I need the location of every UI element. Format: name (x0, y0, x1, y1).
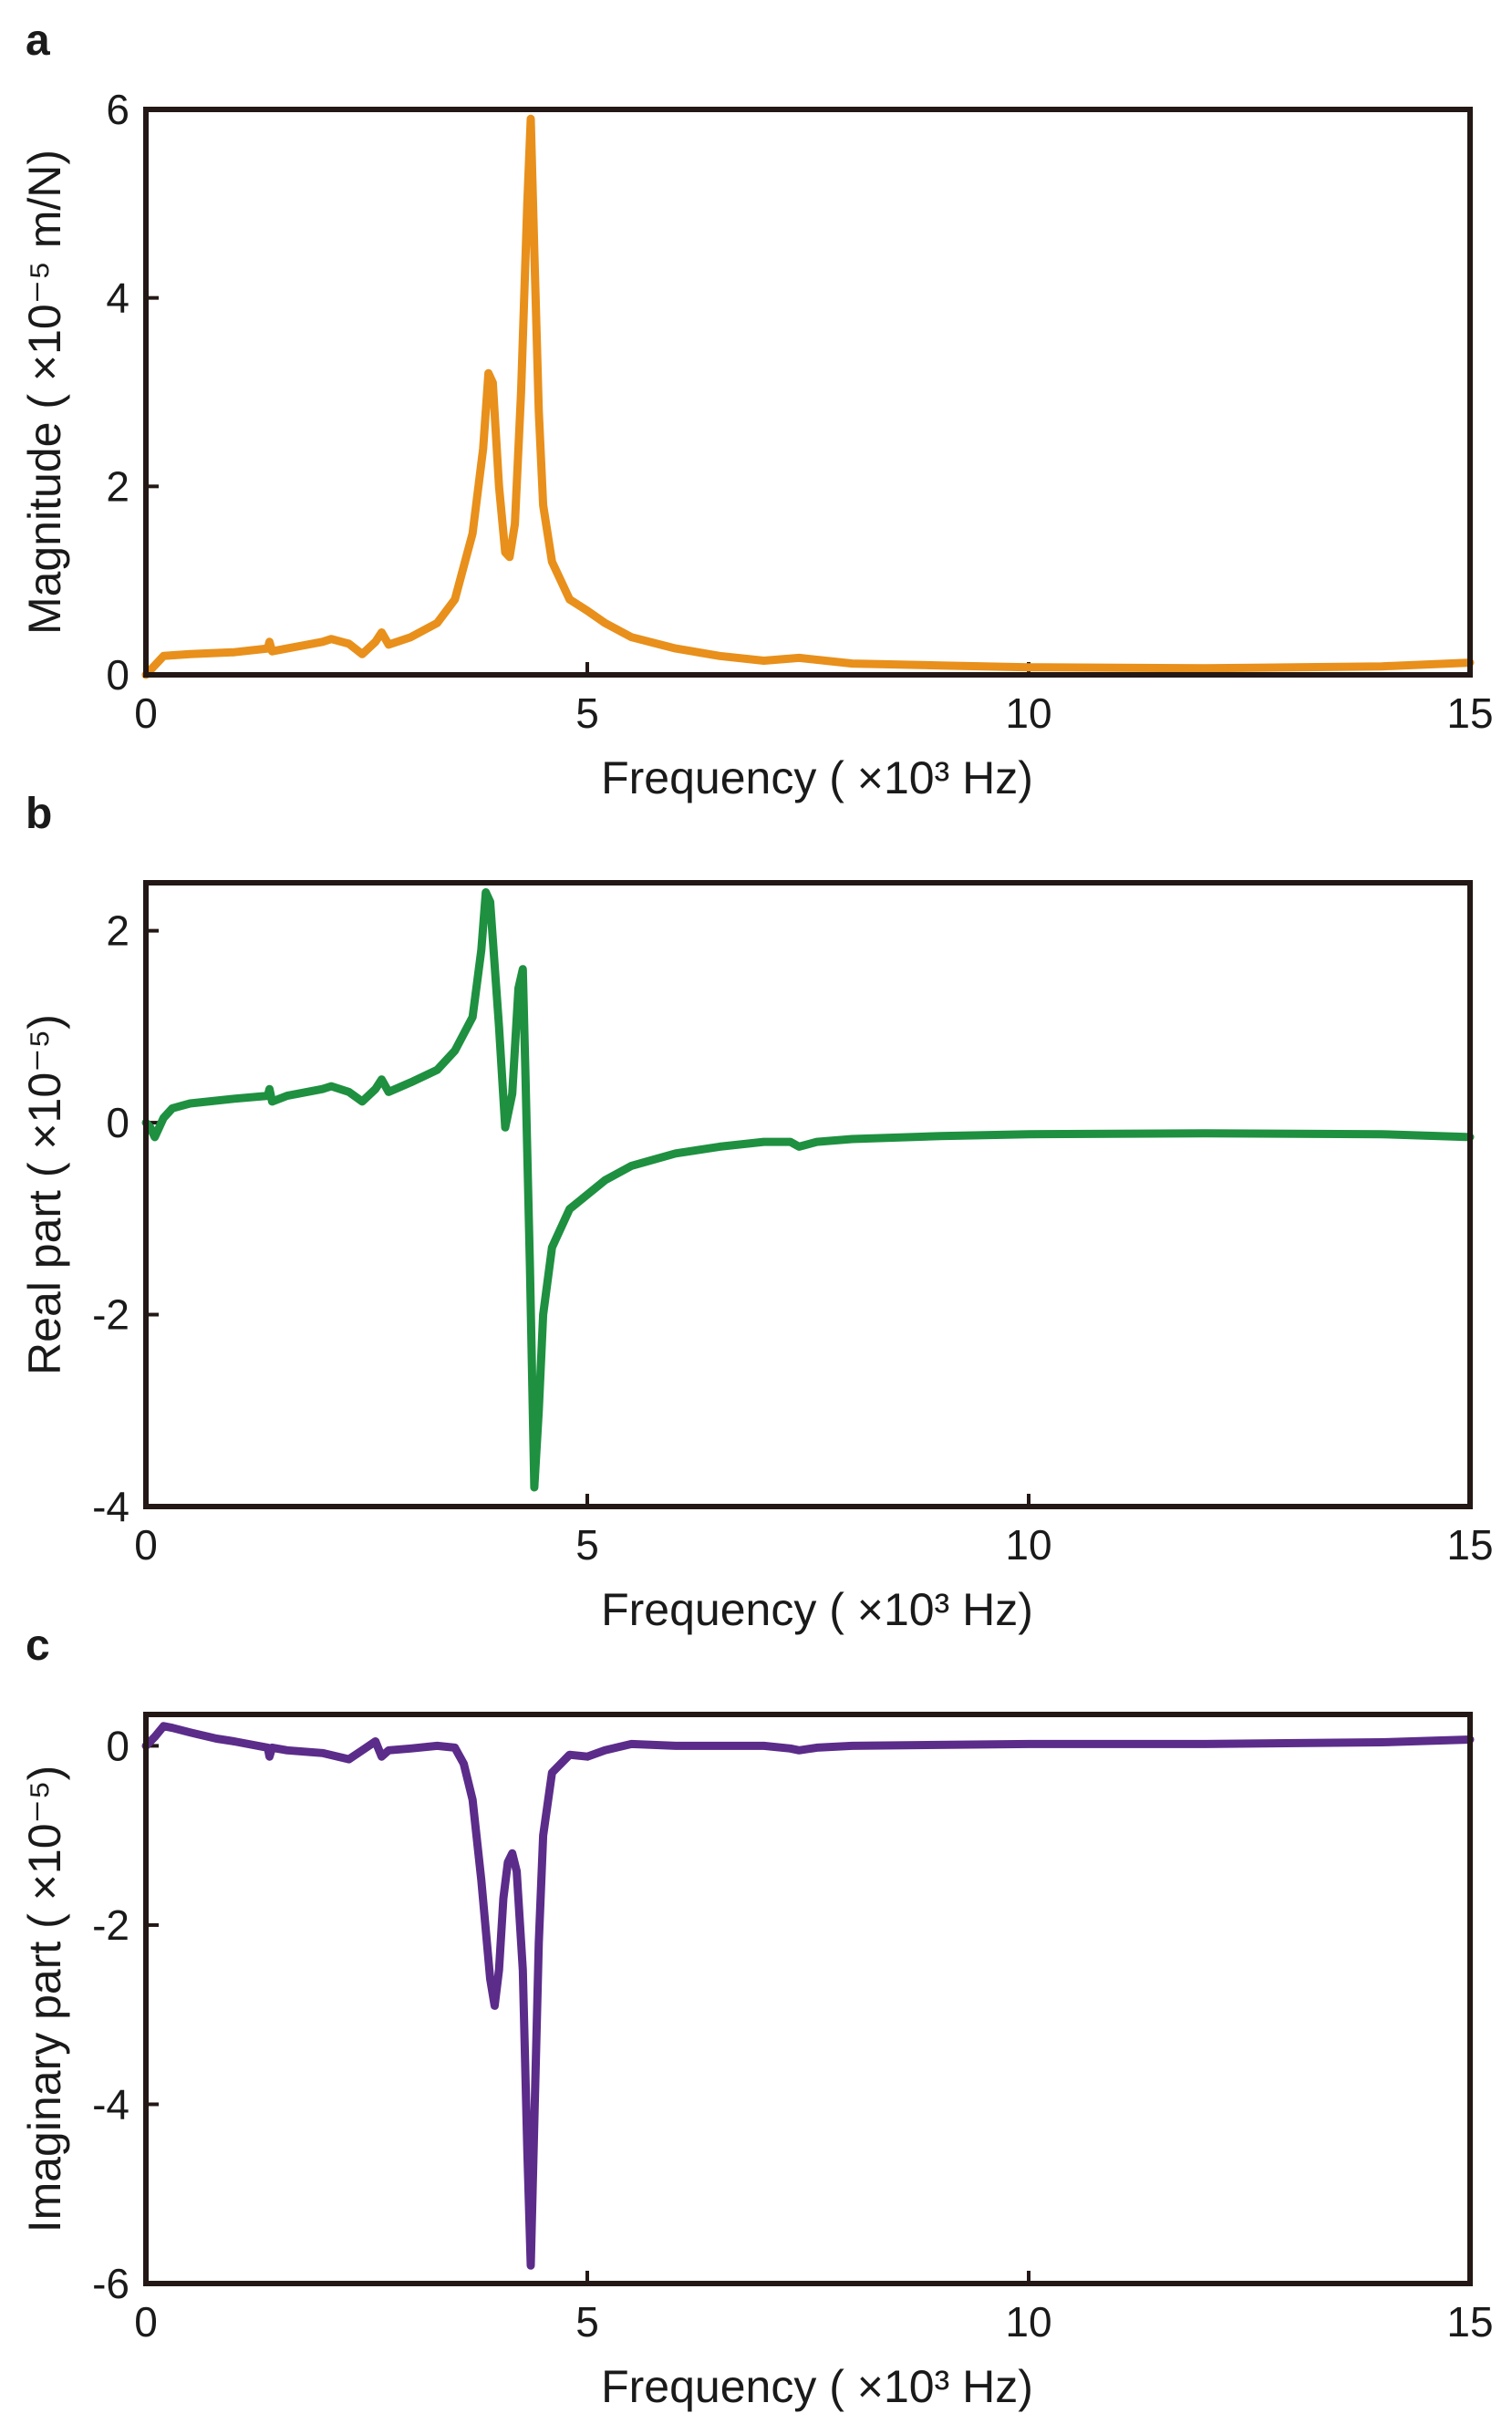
y-tick-label: -6 (92, 2260, 129, 2307)
x-tick-label: 15 (1446, 1521, 1493, 1569)
x-tick-label: 0 (134, 689, 158, 737)
panel-label-b: b (26, 790, 52, 838)
y-tick-label: 6 (106, 86, 129, 133)
y-tick-label: 2 (106, 907, 129, 955)
y-tick-label: 4 (106, 274, 129, 322)
x-tick-label: 15 (1446, 689, 1493, 737)
x-axis-label: Frequency ( ×10³ Hz) (601, 752, 1033, 803)
plot-frame (143, 107, 1473, 678)
y-tick-label: 0 (106, 1722, 129, 1769)
y-axis-label: Imaginary part ( ×10⁻⁵) (19, 1766, 70, 2233)
x-tick-label: 15 (1446, 2298, 1493, 2346)
y-tick-label: 0 (106, 1099, 129, 1146)
panel-a: a 0 5 10 15 0 2 4 6 Frequency ( ×10³ Hz) Magnitude… (19, 16, 1494, 803)
panel-label-c: c (26, 1621, 50, 1670)
y-axis-label: Real part ( ×10⁻⁵) (19, 1014, 70, 1375)
y-tick-label: -2 (92, 1901, 129, 1949)
y-axis-label: Magnitude ( ×10⁻⁵ m/N) (19, 150, 70, 635)
y-tick-label: -4 (92, 1483, 129, 1530)
x-axis-label: Frequency ( ×10³ Hz) (601, 1584, 1033, 1635)
x-tick-label: 5 (575, 689, 599, 737)
panel-b: b 0 5 10 15 -4 -2 0 2 Frequency ( ×10³ Hz) Real pa… (19, 790, 1494, 1635)
y-tick-label: -2 (92, 1291, 129, 1339)
series-line-b (141, 888, 1475, 1492)
panel-label-a: a (26, 16, 50, 65)
x-tick-label: 10 (1005, 2298, 1051, 2346)
series-line-a (141, 114, 1475, 679)
x-tick-label: 0 (134, 2298, 158, 2346)
y-tick-label: 2 (106, 462, 129, 510)
x-tick-label: 10 (1005, 689, 1051, 737)
x-axis-label: Frequency ( ×10³ Hz) (601, 2361, 1033, 2412)
panel-c: c 0 5 10 15 -6 -4 -2 0 Frequency ( ×10³ Hz) Imagin… (19, 1621, 1494, 2412)
series-line-c (141, 1722, 1475, 2270)
y-tick-label: 0 (106, 651, 129, 699)
y-tick-label: -4 (92, 2080, 129, 2128)
x-tick-label: 5 (575, 1521, 599, 1569)
x-tick-label: 0 (134, 1521, 158, 1569)
x-tick-label: 5 (575, 2298, 599, 2346)
x-tick-label: 10 (1005, 1521, 1051, 1569)
plot-frame (143, 1712, 1473, 2286)
plot-frame (143, 880, 1473, 1509)
